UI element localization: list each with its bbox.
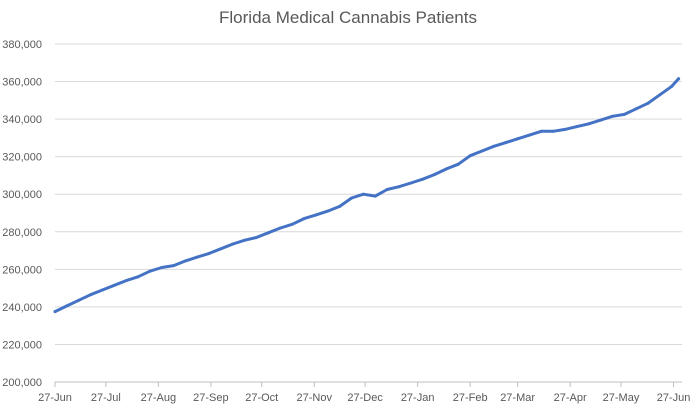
- data-point: [112, 283, 116, 287]
- x-tick-label: 27-Aug: [141, 392, 176, 404]
- y-tick-label: 240,000: [2, 302, 42, 314]
- data-point: [338, 204, 342, 208]
- data-point: [148, 269, 152, 273]
- data-point: [314, 213, 318, 217]
- y-tick-label: 340,000: [2, 114, 42, 126]
- data-point: [373, 194, 377, 198]
- data-point: [124, 279, 128, 283]
- data-point: [231, 242, 235, 246]
- y-tick-label: 360,000: [2, 77, 42, 89]
- data-point: [326, 209, 330, 213]
- data-point: [516, 137, 520, 141]
- data-point: [409, 181, 413, 185]
- y-tick-label: 260,000: [2, 264, 42, 276]
- data-point: [160, 266, 164, 269]
- data-point: [421, 177, 425, 181]
- data-point: [65, 304, 69, 308]
- y-tick-label: 200,000: [2, 377, 42, 389]
- data-point: [622, 112, 626, 116]
- data-point: [255, 235, 259, 239]
- y-tick-label: 280,000: [2, 227, 42, 239]
- data-point: [219, 247, 223, 251]
- x-tick-label: 27-Dec: [347, 392, 383, 404]
- chart-title: Florida Medical Cannabis Patients: [219, 8, 477, 27]
- series-line-patients: [53, 77, 681, 314]
- x-tick-label: 27-May: [603, 392, 640, 404]
- x-tick-label: 27-Feb: [453, 392, 488, 404]
- data-point: [433, 173, 437, 176]
- x-tick-label: 27-Jan: [401, 392, 435, 404]
- y-tick-label: 320,000: [2, 152, 42, 164]
- x-tick-label: 27-Jul: [91, 392, 121, 404]
- data-point: [397, 185, 401, 189]
- x-tick-label: 27-Sep: [193, 392, 228, 404]
- data-point: [504, 141, 508, 145]
- data-point: [385, 188, 389, 191]
- data-point: [611, 114, 614, 118]
- data-point: [445, 167, 448, 171]
- data-point: [528, 133, 531, 137]
- data-point: [53, 310, 57, 314]
- data-point: [302, 217, 306, 221]
- y-tick-label: 220,000: [2, 339, 42, 351]
- data-point: [646, 101, 650, 105]
- data-point: [670, 84, 674, 88]
- data-point: [480, 149, 484, 153]
- data-point: [634, 107, 638, 111]
- data-point: [361, 192, 365, 196]
- data-point: [77, 298, 81, 302]
- x-tick-label: 27-Jun: [657, 392, 691, 404]
- data-point: [587, 122, 591, 126]
- data-point: [492, 144, 496, 148]
- data-point: [677, 77, 681, 81]
- data-point: [575, 125, 579, 129]
- data-point: [172, 264, 176, 268]
- x-tick-label: 27-Jun: [38, 392, 72, 404]
- data-point: [100, 288, 104, 292]
- data-point: [243, 238, 247, 242]
- data-point: [456, 162, 460, 166]
- data-point: [207, 251, 211, 255]
- data-point: [89, 293, 93, 297]
- data-point: [539, 129, 543, 133]
- data-point: [195, 255, 199, 259]
- data-point: [267, 231, 270, 235]
- x-tick-label: 27-Nov: [297, 392, 333, 404]
- data-point: [136, 275, 140, 279]
- data-point: [468, 154, 472, 158]
- data-point: [278, 226, 282, 230]
- data-point: [551, 129, 555, 133]
- data-point: [290, 222, 294, 226]
- data-point: [350, 196, 354, 200]
- data-point: [184, 259, 187, 263]
- data-point: [658, 93, 662, 97]
- x-tick-label: 27-Mar: [500, 392, 535, 404]
- x-tick-label: 27-Oct: [245, 392, 278, 404]
- x-tick-label: 27-Apr: [554, 392, 587, 404]
- y-tick-label: 300,000: [2, 189, 42, 201]
- data-point: [563, 127, 567, 131]
- data-point: [599, 118, 603, 122]
- y-tick-label: 380,000: [2, 39, 42, 51]
